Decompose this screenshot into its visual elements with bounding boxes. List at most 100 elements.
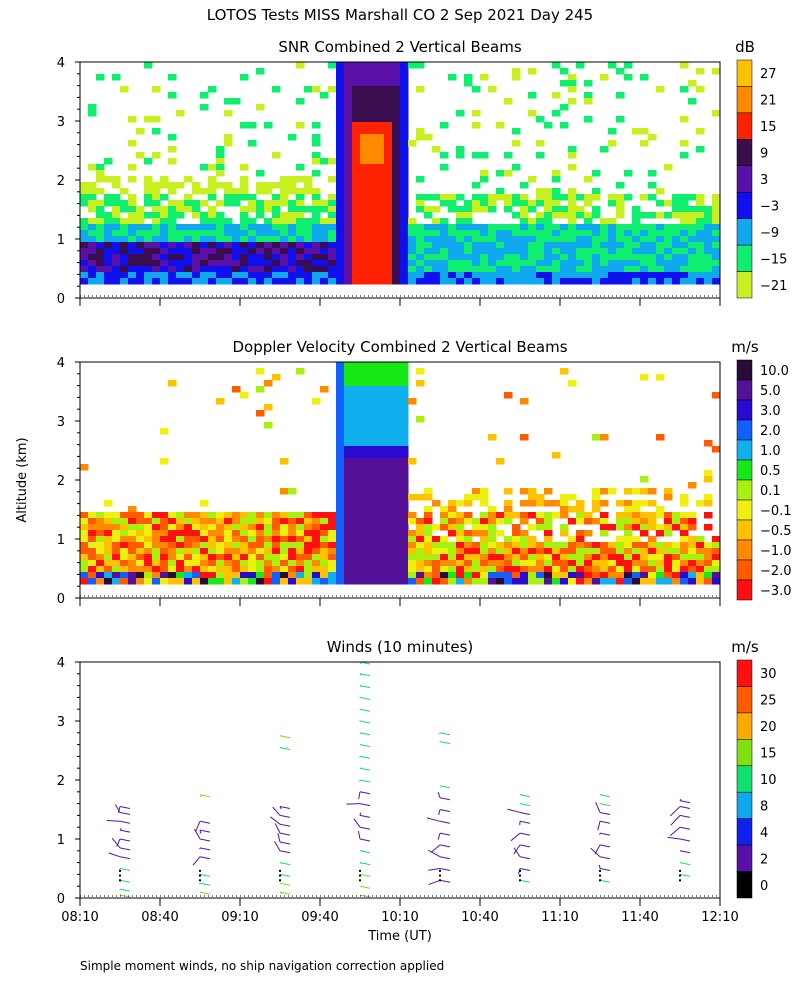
snr-cell <box>256 212 265 219</box>
snr-cell <box>512 260 521 267</box>
doppler-cell <box>560 506 569 513</box>
doppler-cell <box>160 566 169 573</box>
snr-cell <box>96 248 105 255</box>
snr-cell <box>184 248 193 255</box>
doppler-cell <box>416 518 425 525</box>
doppler-cell <box>360 434 369 441</box>
doppler-cell <box>328 524 337 531</box>
snr-cell <box>248 272 257 279</box>
snr-cell <box>680 224 689 231</box>
doppler-cell <box>400 380 409 387</box>
doppler-cell <box>408 398 417 405</box>
doppler-cell <box>488 536 497 543</box>
doppler-cell <box>456 536 465 543</box>
doppler-cell <box>376 470 385 477</box>
snr-cell <box>528 254 537 261</box>
doppler-cell <box>304 512 313 519</box>
doppler-cell <box>352 416 361 423</box>
snr-cell <box>272 224 281 231</box>
doppler-cell <box>672 560 681 567</box>
snr-cell <box>152 194 161 201</box>
doppler-cell <box>440 506 449 513</box>
snr-cell <box>104 260 113 267</box>
doppler-cell <box>440 536 449 543</box>
doppler-cell <box>80 524 89 531</box>
snr-cell <box>296 254 305 261</box>
wind-dot <box>519 879 521 881</box>
wind-barb <box>507 809 520 812</box>
snr-cell <box>328 218 337 225</box>
snr-cell <box>552 170 561 177</box>
snr-cell <box>616 206 625 213</box>
doppler-cell <box>504 560 513 567</box>
snr-cell <box>144 278 153 285</box>
snr-cell <box>704 260 713 267</box>
doppler-cell <box>136 542 145 549</box>
snr-cell <box>144 200 153 207</box>
doppler-cell <box>224 560 233 567</box>
wind-barb <box>671 815 680 825</box>
snr-cell <box>704 230 713 237</box>
snr-cell <box>136 260 145 267</box>
doppler-cell <box>144 536 153 543</box>
snr-cell <box>328 212 337 219</box>
doppler-cell <box>120 524 129 531</box>
snr-cell <box>608 200 617 207</box>
snr-cell <box>96 260 105 267</box>
wind-dot <box>119 875 121 877</box>
snr-cell <box>416 62 425 69</box>
snr-cell <box>672 194 681 201</box>
doppler-cell <box>152 572 161 579</box>
doppler-cell <box>80 512 89 519</box>
doppler-cell <box>184 542 193 549</box>
doppler-cell <box>280 524 289 531</box>
snr-cell <box>320 92 329 99</box>
colorbar-swatch <box>737 400 752 420</box>
doppler-cell <box>688 518 697 525</box>
snr-cell <box>192 206 201 213</box>
snr-cell <box>608 62 617 69</box>
doppler-cell <box>360 482 369 489</box>
snr-cell <box>392 242 401 249</box>
doppler-cell <box>304 530 313 537</box>
snr-cell <box>264 266 273 273</box>
snr-cell <box>400 182 409 189</box>
snr-cell <box>336 230 345 237</box>
doppler-cell <box>608 578 617 585</box>
snr-cell <box>344 260 353 267</box>
snr-cell <box>608 266 617 273</box>
snr-cell <box>600 260 609 267</box>
doppler-cell <box>416 548 425 555</box>
wind-barb-feather <box>280 824 290 826</box>
doppler-cell <box>672 554 681 561</box>
doppler-cell <box>648 566 657 573</box>
snr-cell <box>584 194 593 201</box>
snr-cell <box>544 254 553 261</box>
snr-cell <box>360 140 369 147</box>
doppler-cell <box>408 554 417 561</box>
snr-cell <box>656 212 665 219</box>
snr-cell <box>384 182 393 189</box>
doppler-cell <box>232 386 241 393</box>
doppler-cell <box>368 410 377 417</box>
snr-cell <box>472 230 481 237</box>
snr-cell <box>696 194 705 201</box>
wind-barb-feather <box>440 786 450 788</box>
doppler-cell <box>368 578 377 585</box>
snr-cell <box>592 278 601 285</box>
doppler-cell <box>464 518 473 525</box>
snr-cell <box>352 170 361 177</box>
doppler-cell <box>672 572 681 579</box>
snr-cell <box>200 200 209 207</box>
doppler-cell <box>360 374 369 381</box>
doppler-cell <box>344 440 353 447</box>
doppler-cell <box>216 566 225 573</box>
doppler-cell <box>376 386 385 393</box>
snr-cell <box>440 152 449 159</box>
snr-cell <box>408 248 417 255</box>
doppler-cell <box>536 494 545 501</box>
snr-cell <box>544 218 553 225</box>
snr-cell <box>704 254 713 261</box>
doppler-cell <box>712 446 721 453</box>
snr-cell <box>496 248 505 255</box>
